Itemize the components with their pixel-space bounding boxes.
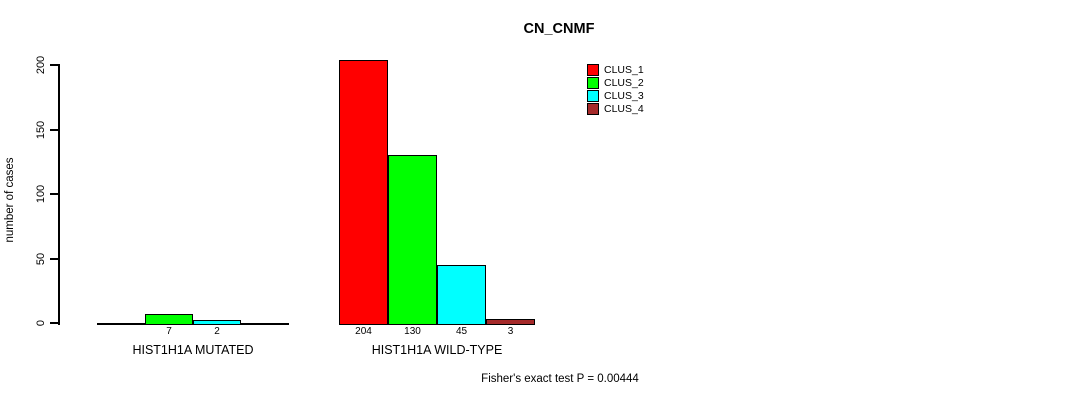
x-axis-group-label: HIST1H1A WILD-TYPE: [371, 343, 503, 357]
y-axis-tick: [50, 257, 58, 260]
y-axis-tick-label: 150: [35, 120, 47, 139]
bar-value-label: 2: [214, 326, 220, 337]
legend-item: CLUS_4: [587, 102, 644, 115]
legend-swatch-CLUS_4: [587, 102, 599, 115]
legend: CLUS_1 CLUS_2 CLUS_3 CLUS_4: [587, 63, 644, 115]
legend-swatch-CLUS_3: [587, 89, 599, 102]
bar-CLUS_2: [388, 155, 437, 325]
bar-CLUS_3: [437, 265, 486, 325]
legend-label: CLUS_4: [604, 102, 644, 115]
chart-title: CN_CNMF: [523, 21, 595, 37]
legend-item: CLUS_2: [587, 76, 644, 89]
y-axis-tick: [50, 64, 58, 66]
fisher-test-annotation: Fisher's exact test P = 0.00444: [481, 373, 639, 385]
legend-swatch-CLUS_2: [587, 76, 599, 89]
y-axis-tick-label: 200: [35, 55, 47, 75]
bar-value-label: 3: [507, 326, 514, 337]
y-axis-tick-label: 100: [35, 184, 47, 204]
legend-swatch-CLUS_1: [587, 63, 599, 76]
bar-value-label: 130: [404, 326, 421, 337]
y-axis-tick: [50, 128, 58, 131]
bar-value-label: 7: [166, 326, 172, 337]
bar-CLUS_2: [145, 314, 193, 325]
y-axis-line: [58, 64, 60, 325]
x-axis-group-label: HIST1H1A MUTATED: [132, 343, 254, 357]
bar-value-label: 204: [355, 326, 372, 337]
legend-label: CLUS_2: [604, 76, 644, 89]
legend-label: CLUS_1: [604, 63, 644, 76]
legend-item: CLUS_1: [587, 63, 644, 76]
y-axis-tick-label: 50: [35, 252, 47, 265]
legend-item: CLUS_3: [587, 89, 644, 102]
y-axis-title: number of cases: [4, 157, 16, 243]
bar-CLUS_4: [486, 319, 535, 325]
y-axis-tick: [50, 322, 58, 324]
y-axis-tick: [50, 193, 58, 195]
bar-CLUS_1: [339, 60, 388, 325]
bar-value-label: 45: [455, 326, 468, 337]
bar-CLUS_3: [193, 320, 241, 325]
legend-label: CLUS_3: [604, 89, 644, 102]
y-axis-tick-label: 0: [35, 319, 47, 327]
